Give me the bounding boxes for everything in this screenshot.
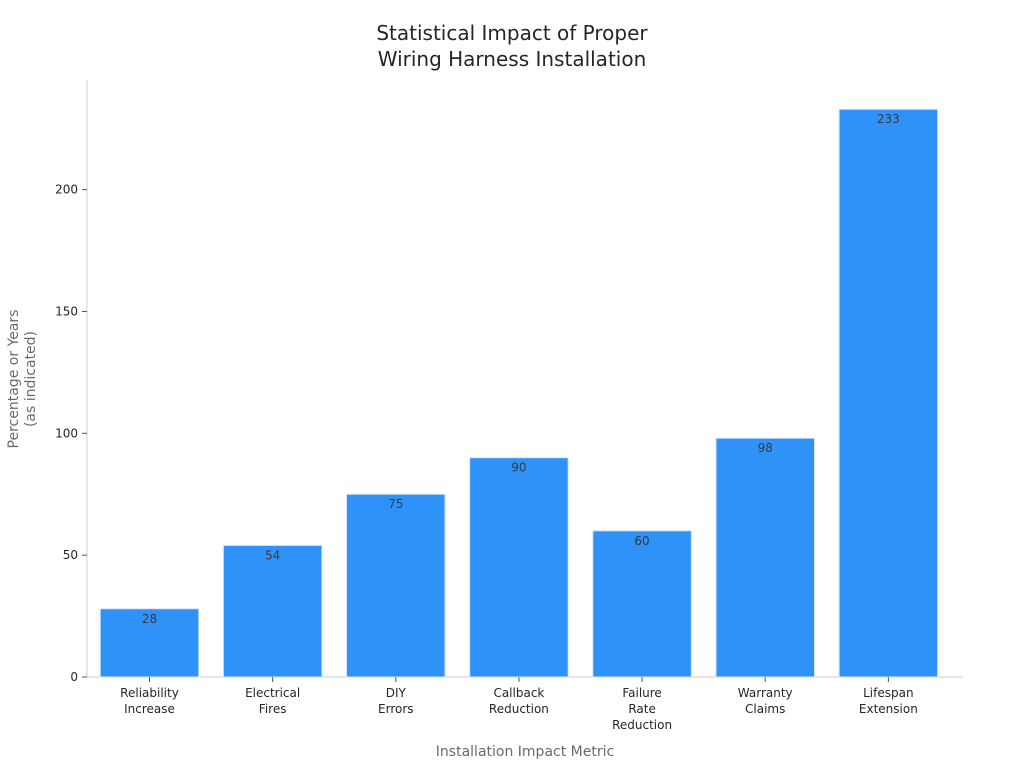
bar <box>469 457 569 678</box>
x-tick-label: Reduction <box>612 718 672 732</box>
x-tick-label: Lifespan <box>863 686 913 700</box>
x-tick-label: Extension <box>859 702 918 716</box>
y-axis-label-line-2: (as indicated) <box>23 331 39 427</box>
y-tick-label: 0 <box>70 670 78 684</box>
y-axis-ticks: 0 50 100 150 200 <box>55 183 87 684</box>
x-tick-label: Callback <box>493 686 544 700</box>
x-axis-ticks: Reliability Increase Electrical Fires DIY Err… <box>120 677 918 732</box>
bar <box>838 108 939 678</box>
bar-value-label: 75 <box>388 497 403 511</box>
x-tick-label: Reduction <box>489 702 549 716</box>
x-tick-label: Claims <box>745 702 785 716</box>
bar-value-label: 54 <box>265 548 280 562</box>
x-tick-label: Reliability <box>120 686 179 700</box>
bar <box>346 493 446 678</box>
x-tick-label: Warranty <box>738 686 793 700</box>
bar <box>222 544 323 678</box>
x-tick-label: DIY <box>386 686 407 700</box>
bar <box>592 530 692 678</box>
x-tick-label: Fires <box>259 702 287 716</box>
bar-value-label: 98 <box>758 441 773 455</box>
chart-title-line-1: Statistical Impact of Proper <box>376 21 648 45</box>
y-tick-label: 200 <box>55 183 78 197</box>
x-tick-label: Electrical <box>245 686 300 700</box>
x-tick-label: Failure <box>622 686 661 700</box>
x-tick-label: Increase <box>124 702 175 716</box>
y-tick-label: 150 <box>55 304 78 318</box>
bar-value-label: 233 <box>877 112 900 126</box>
y-tick-label: 100 <box>55 426 78 440</box>
y-axis-label-line-1: Percentage or Years <box>6 310 22 449</box>
chart-title-line-2: Wiring Harness Installation <box>378 47 647 71</box>
bars-group: 28 54 75 90 60 98 233 <box>99 108 939 678</box>
y-tick-label: 50 <box>63 548 78 562</box>
bar-value-label: 28 <box>142 612 157 626</box>
x-axis-label: Installation Impact Metric <box>436 744 614 760</box>
x-tick-label: Rate <box>628 702 656 716</box>
bar <box>715 437 815 678</box>
x-tick-label: Errors <box>378 702 414 716</box>
bar-value-label: 90 <box>511 461 526 475</box>
bar-value-label: 60 <box>634 534 649 548</box>
